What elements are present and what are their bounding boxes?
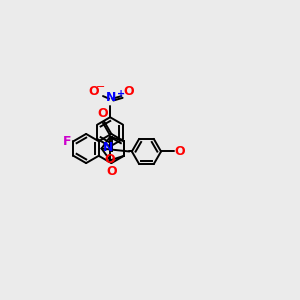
Text: N: N [106, 91, 116, 104]
Text: O: O [106, 166, 117, 178]
Text: F: F [63, 135, 71, 148]
Text: O: O [175, 145, 185, 158]
Text: N: N [103, 141, 114, 154]
Text: O: O [98, 107, 108, 120]
Text: O: O [89, 85, 99, 98]
Text: O: O [105, 153, 116, 166]
Text: O: O [123, 85, 134, 98]
Text: −: − [96, 82, 105, 92]
Text: +: + [117, 89, 125, 99]
